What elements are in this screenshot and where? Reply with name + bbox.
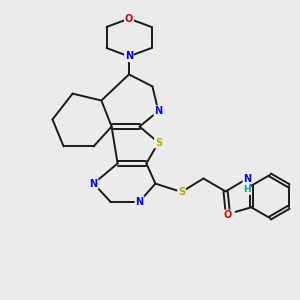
Text: S: S <box>155 137 162 148</box>
Text: N: N <box>135 196 144 207</box>
Text: S: S <box>178 187 185 197</box>
Text: N: N <box>154 106 163 116</box>
Text: N: N <box>89 178 98 189</box>
Text: N: N <box>125 51 133 62</box>
Text: O: O <box>125 14 133 24</box>
Text: O: O <box>224 210 232 220</box>
Text: N: N <box>243 173 252 184</box>
Text: H: H <box>243 185 251 194</box>
